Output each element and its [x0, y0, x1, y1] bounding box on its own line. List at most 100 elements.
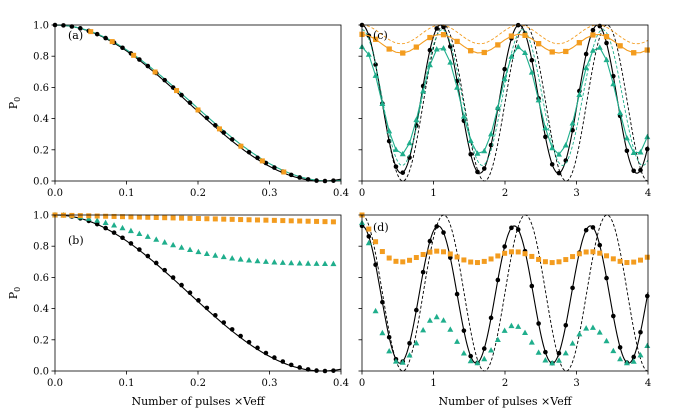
- (b)-black-points-point-7: [111, 230, 117, 235]
- panel-d-xlabel: Number of pulses ×Veff: [438, 395, 572, 408]
- (a)-xtick-label-4: 0.4: [333, 188, 349, 199]
- (d)-black-points-point-11: [434, 224, 440, 229]
- (d)-green-points-point-22: [508, 322, 515, 329]
- (b)-green-triangles-point-8: [119, 224, 126, 231]
- (c)-green-points-point-23: [515, 43, 522, 50]
- (d)-green-points-point-34: [589, 324, 596, 330]
- (d)-orange-points-point-11: [434, 248, 440, 254]
- (c)-black-points-point-2: [373, 62, 378, 67]
- (d)-green-points-point-11: [433, 313, 440, 320]
- (d)-green-points-point-24: [522, 329, 529, 335]
- (d)-orange-points-point-27: [542, 259, 548, 265]
- (d)-green-points-point-10: [426, 317, 433, 323]
- (d)-black-points-point-2: [373, 262, 378, 268]
- (d)-green-points-point-3: [379, 329, 386, 336]
- (c)-black-points-point-41: [638, 167, 643, 173]
- (d)-green-points-point-33: [583, 325, 590, 331]
- (d)-orange-points-point-22: [508, 249, 514, 255]
- (a)-xtick-label-0: 0.0: [47, 188, 63, 199]
- (d)-orange-points-point-2: [373, 239, 379, 245]
- (c)-black-points-point-5: [393, 164, 399, 169]
- (c)-black-points-point-17: [475, 169, 480, 175]
- (a)-ytick-label-4: 0.8: [33, 52, 49, 63]
- (b)-black-points-point-22: [238, 333, 243, 339]
- (b)-black-points-point-6: [103, 225, 108, 231]
- (b)-orange-squares-point-9: [128, 214, 134, 220]
- (b)-orange-squares-point-14: [170, 215, 176, 221]
- (c)-green-points-point-13: [447, 59, 454, 65]
- (b)-orange-squares-point-2: [69, 212, 75, 218]
- (d)-orange-points-point-18: [481, 258, 487, 264]
- (a)-black-points-point-13: [162, 77, 167, 83]
- (c)-orange-points-point-15: [563, 48, 569, 54]
- (d)-orange-points-point-32: [576, 251, 582, 257]
- (d)-orange-points-point-10: [427, 249, 433, 255]
- (b)-green-triangles-point-23: [246, 257, 253, 263]
- panel-b: (b) 0.0 0.1 0.2 0.3 0.4 0.0 0.2 0.4 0.6 0.8 1.0: [33, 211, 349, 390]
- (a)-black-points-point-30: [305, 177, 311, 182]
- (d)-orange-points-point-29: [556, 259, 562, 265]
- (b)-ytick-label-1: 0.2: [33, 335, 49, 346]
- (b)-ytick-label-5: 1.0: [33, 211, 49, 222]
- (d)-black-points-point-41: [638, 329, 643, 335]
- (c)-orange-points-point-10: [495, 42, 501, 48]
- (d)-green-points-point-25: [528, 339, 535, 345]
- (c)-green-points-point-29: [555, 151, 562, 157]
- (d)-orange-points-point-1: [366, 226, 372, 232]
- (b)-orange-squares-point-20: [221, 216, 227, 222]
- (c)-black-points-point-37: [611, 73, 616, 79]
- (b)-orange-squares-point-16: [187, 215, 193, 221]
- (a)-orange-points-point-6: [216, 126, 222, 132]
- (d)-green-points-point-30: [562, 349, 569, 356]
- (d)-xtick-label-0: 0: [359, 378, 365, 389]
- (d)-green-points-point-21: [501, 327, 508, 333]
- (c)-black-points-point-6: [400, 170, 406, 175]
- (d)-black-points-point-35: [597, 242, 603, 248]
- (a)-black-points-point-5: [94, 31, 100, 37]
- (b)-orange-squares-point-4: [86, 213, 92, 219]
- (b)-orange-squares-point-31: [314, 218, 320, 224]
- (c)-orange-points-point-5: [427, 35, 433, 41]
- (c)-xtick-label-2: 2: [502, 188, 508, 199]
- (a)-orange-points-point-1: [109, 39, 115, 45]
- (b)-green-triangles-point-20: [220, 253, 227, 260]
- (c)-orange-points-point-8: [468, 48, 474, 54]
- (a)-orange-points-point-8: [259, 158, 265, 164]
- (a)-black-points-point-20: [221, 130, 227, 135]
- (b)-black-points-point-29: [297, 365, 302, 370]
- (c)-green-points-point-16: [467, 137, 474, 143]
- (d)-black-points-point-23: [515, 227, 521, 232]
- (a)-orange-points-point-3: [152, 69, 158, 75]
- (c)-green-points-point-40: [630, 149, 637, 155]
- (a)-green-solid-line: [55, 24, 342, 182]
- (c)-orange-points-point-16: [576, 40, 582, 46]
- (a)-orange-points-point-4: [174, 88, 180, 94]
- (c)-green-points-point-2: [372, 72, 379, 78]
- (a)-orange-points-point-0: [88, 29, 94, 35]
- (b)-orange-squares-point-15: [179, 215, 185, 221]
- (b)-green-triangles-point-26: [271, 259, 278, 265]
- (c)-orange-dashed-line: [361, 24, 649, 45]
- (b)-black-points-point-8: [120, 235, 125, 241]
- (d)-black-points-point-40: [631, 354, 636, 360]
- (b)-black-points-point-12: [153, 260, 159, 266]
- (b)-green-triangles-point-19: [212, 252, 219, 258]
- (d)-orange-points-point-35: [597, 250, 603, 256]
- (b)-green-triangles-point-33: [330, 260, 337, 267]
- (c)-green-points-point-32: [576, 91, 583, 97]
- (c)-black-points-point-40: [631, 168, 636, 174]
- (a)-black-points-point-10: [137, 57, 142, 62]
- (d)-orange-points-point-36: [604, 253, 610, 259]
- (d)-green-points-point-5: [392, 358, 399, 364]
- (d)-orange-points-point-38: [617, 258, 623, 264]
- (b)-orange-squares-point-19: [212, 216, 218, 222]
- (d)-black-points-point-31: [570, 285, 575, 291]
- (d)-black-points-point-8: [414, 307, 419, 313]
- (c)-black-points-point-36: [604, 40, 609, 46]
- (b)-orange-squares-point-18: [204, 216, 210, 222]
- (c)-green-solid-line: [361, 46, 648, 156]
- (b)-xtick-label-3: 0.3: [262, 378, 278, 389]
- panel-b-xlabel: Number of pulses ×Veff: [131, 395, 265, 408]
- (c)-green-points-point-21: [501, 75, 508, 82]
- (d)-orange-points-point-8: [413, 255, 419, 261]
